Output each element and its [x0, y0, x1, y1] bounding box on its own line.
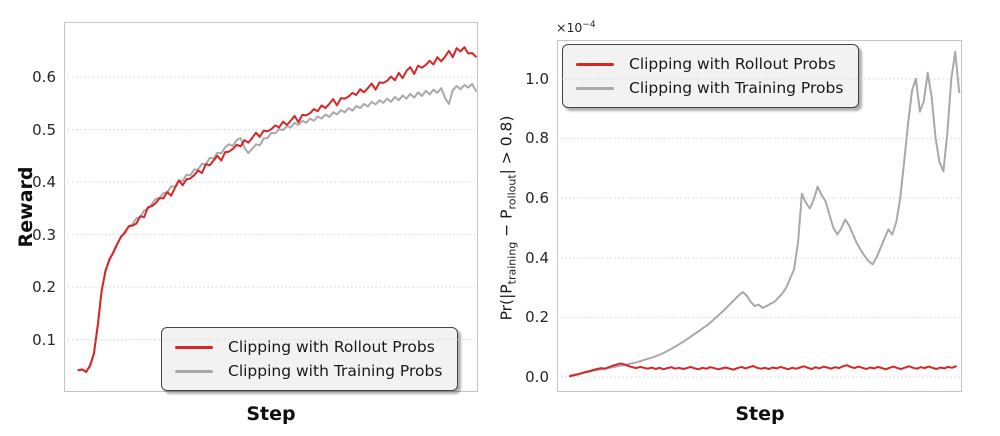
y-tick-label: 0.4	[525, 248, 549, 267]
right-x-axis-label: Step	[735, 403, 785, 425]
legend-label: Clipping with Rollout Probs	[629, 55, 836, 73]
y-tick-label: 0.6	[32, 68, 56, 87]
y-tick-label: 0.1	[32, 330, 56, 349]
series-line-training	[569, 50, 961, 377]
y-tick-label: 0.5	[32, 120, 56, 139]
plot-lines-svg-left	[64, 46, 478, 374]
series-line-training	[77, 82, 477, 372]
y-tick-label: 0.2	[32, 278, 56, 297]
legend-line-sample	[576, 86, 614, 90]
legend-line-sample	[576, 62, 614, 66]
legend-line-sample	[175, 369, 213, 373]
series-line-rollout	[77, 46, 477, 374]
y-axis-offset-text: ×10−4	[556, 20, 596, 36]
y-tick-label: 0.2	[525, 308, 549, 327]
series-line-rollout	[569, 362, 957, 378]
legend-label: Clipping with Rollout Probs	[228, 338, 435, 356]
legend-row: Clipping with Rollout Probs	[576, 52, 843, 76]
legend-row: Clipping with Training Probs	[576, 76, 843, 100]
y-tick-label: 0.0	[525, 368, 549, 387]
legend-row: Clipping with Training Probs	[175, 359, 442, 383]
y-tick-label: 0.3	[32, 225, 56, 244]
y-tick-label: 0.8	[525, 129, 549, 148]
legend-left: Clipping with Rollout Probs Clipping with…	[161, 327, 459, 391]
legend-row: Clipping with Rollout Probs	[175, 335, 442, 359]
legend-line-sample	[175, 345, 213, 349]
y-tick-label: 0.4	[32, 173, 56, 192]
plot-lines-svg-right	[557, 50, 962, 378]
y-tick-label: 1.0	[525, 69, 549, 88]
legend-right: Clipping with Rollout Probs Clipping with…	[562, 44, 860, 108]
y-tick-label: 0.6	[525, 189, 549, 208]
left-x-axis-label: Step	[246, 403, 296, 425]
legend-label: Clipping with Training Probs	[228, 362, 443, 380]
legend-label: Clipping with Training Probs	[629, 79, 844, 97]
